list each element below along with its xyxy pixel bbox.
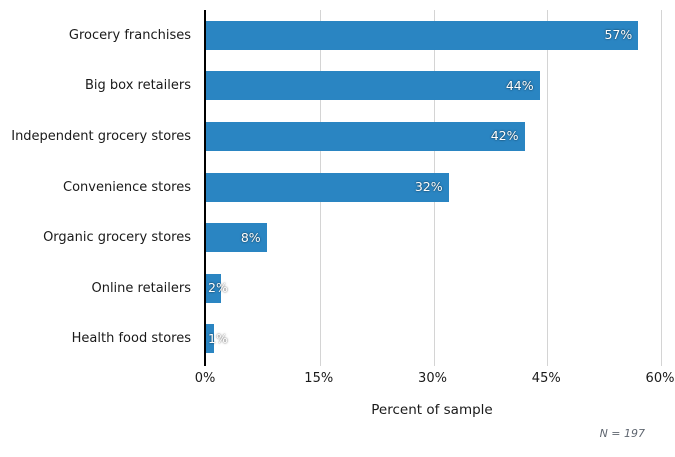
bar-value-label: 32% — [414, 178, 443, 194]
sample-size-note: N = 197 — [599, 427, 645, 440]
bar-value-label: 42% — [490, 128, 519, 144]
bar-row: 32% — [206, 162, 661, 213]
plot-area: 57% 44% 42% 32% 8% 2% 1% — [204, 10, 662, 366]
x-tick-label: 0% — [194, 371, 216, 386]
bar: 57% — [206, 20, 639, 50]
bar: 44% — [206, 71, 540, 101]
category-label: Grocery franchises — [68, 27, 191, 43]
bar-row: 1% — [206, 313, 661, 364]
category-label: Online retailers — [91, 280, 191, 296]
category-axis-labels: Grocery franchises Big box retailers Indep… — [0, 10, 191, 364]
bar-value-label: 2% — [208, 279, 228, 295]
bar-value-label: 44% — [505, 77, 534, 93]
bar: 32% — [206, 172, 449, 202]
category-label: Independent grocery stores — [11, 128, 191, 144]
x-axis-title: Percent of sample — [371, 402, 493, 418]
bar: 8% — [206, 223, 267, 253]
bar-row: 8% — [206, 212, 661, 263]
gridline — [661, 10, 662, 366]
category-label: Big box retailers — [84, 78, 191, 94]
category-label: Convenience stores — [63, 179, 191, 195]
x-tick-label: 45% — [531, 371, 561, 386]
gridline — [547, 10, 549, 366]
bar: 42% — [206, 121, 525, 151]
bar-row: 57% — [206, 10, 661, 61]
category-label: Organic grocery stores — [43, 230, 191, 246]
x-tick-label: 60% — [645, 371, 675, 386]
bar-value-label: 8% — [240, 229, 261, 245]
bar-row: 44% — [206, 61, 661, 112]
category-label: Health food stores — [71, 331, 191, 347]
bar-value-label: 1% — [208, 330, 228, 346]
x-axis-tick-labels: 0% 15% 30% 45% 60% — [0, 371, 675, 389]
bar: 2% — [206, 273, 228, 303]
bar-row: 2% — [206, 263, 661, 314]
bar-row: 42% — [206, 111, 661, 162]
bar-series: 57% 44% 42% 32% 8% 2% 1% — [206, 10, 661, 364]
bar-value-label: 57% — [604, 27, 633, 43]
x-tick-label: 30% — [418, 371, 447, 386]
x-tick-label: 15% — [304, 371, 334, 386]
bar: 1% — [206, 324, 228, 354]
